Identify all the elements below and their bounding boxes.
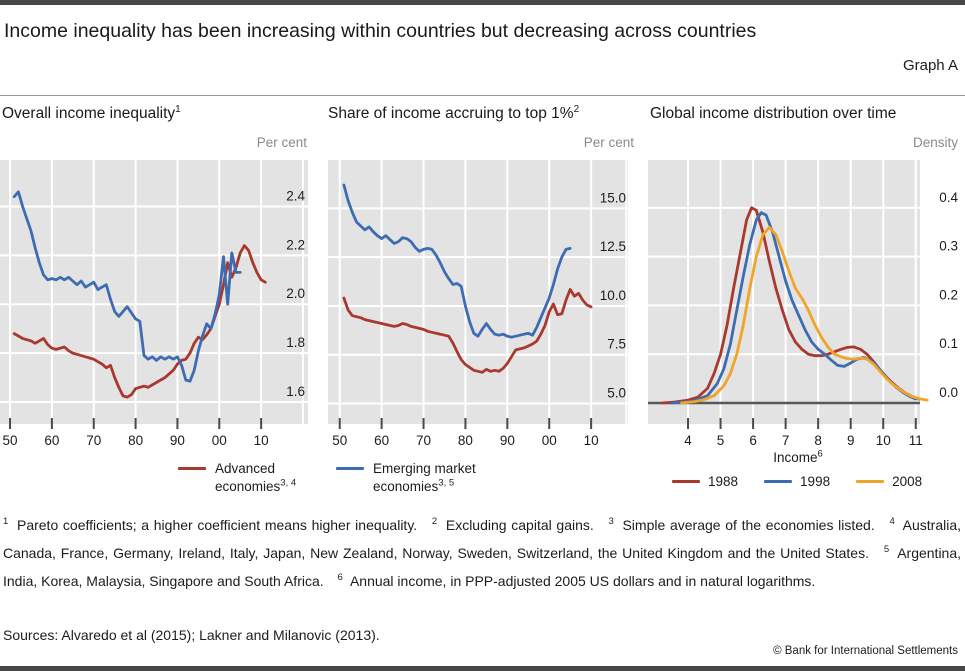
panel1-title-text: Overall income inequality <box>2 105 176 122</box>
svg-text:5: 5 <box>717 433 725 448</box>
svg-text:15.0: 15.0 <box>600 190 626 205</box>
legend-advanced-line1: Advanced <box>215 461 276 476</box>
legend-swatch-2008 <box>856 480 885 483</box>
legend-swatch-advanced <box>178 467 206 470</box>
panel2-title-text: Share of income accruing to top 1% <box>328 105 574 122</box>
svg-text:12.5: 12.5 <box>600 239 626 254</box>
legend-swatch-1988 <box>672 480 700 483</box>
svg-text:2.4: 2.4 <box>286 188 305 203</box>
svg-text:0.3: 0.3 <box>939 239 958 254</box>
series-advanced-economies <box>12 244 267 399</box>
panel3-title: Global income distribution over time <box>650 105 896 123</box>
panel3-title-text: Global income distribution over time <box>650 105 897 122</box>
svg-text:00: 00 <box>542 433 557 448</box>
svg-text:70: 70 <box>86 433 101 448</box>
svg-text:2.2: 2.2 <box>286 237 305 252</box>
legend-swatch-1998 <box>764 480 793 483</box>
legend-emerging-economies: Emerging market economies3, 5 <box>336 460 476 495</box>
series-emerging-market-economies <box>12 190 242 383</box>
legend-item-1988: 1988 <box>672 474 738 489</box>
legend-years: 1988 1998 2008 <box>672 474 922 489</box>
top-rule-bar <box>0 0 965 5</box>
svg-text:60: 60 <box>44 433 59 448</box>
svg-text:5.0: 5.0 <box>607 386 626 401</box>
legend-item-1998: 1998 <box>764 474 830 489</box>
svg-text:0.4: 0.4 <box>939 190 958 205</box>
svg-text:7.5: 7.5 <box>607 337 626 352</box>
panel2-unit-label: Per cent <box>583 135 634 150</box>
svg-text:2.0: 2.0 <box>286 286 305 301</box>
chart-top1-share: 50 60 70 80 90 00 10 5.0 7.5 10.0 12.5 15.0 <box>328 160 628 448</box>
svg-text:10: 10 <box>584 433 599 448</box>
income-axis-label-sup: 6 <box>817 448 823 460</box>
legend-emerging-line2: economies <box>373 478 439 494</box>
title-divider <box>0 95 965 96</box>
legend-swatch-emerging <box>336 467 364 470</box>
income-axis-label: Income6 <box>648 448 948 465</box>
svg-text:60: 60 <box>374 433 389 448</box>
legend-label-1988: 1988 <box>708 474 739 489</box>
svg-text:4: 4 <box>684 433 692 448</box>
svg-text:50: 50 <box>332 433 347 448</box>
svg-text:10: 10 <box>876 433 891 448</box>
series-emerging-market-economies <box>342 183 572 339</box>
svg-text:0.0: 0.0 <box>939 385 958 400</box>
panel1-unit-label: Per cent <box>256 135 307 150</box>
footnotes: 1 Pareto coefficients; a higher coeffici… <box>3 516 962 589</box>
legend-advanced-sup: 3, 4 <box>280 477 297 488</box>
svg-text:1.6: 1.6 <box>286 384 305 399</box>
series-2008 <box>680 225 929 405</box>
svg-text:1.8: 1.8 <box>286 335 305 350</box>
copyright-notice: © Bank for International Settlements <box>773 645 958 657</box>
legend-label-emerging: Emerging market economies3, 5 <box>373 460 476 495</box>
svg-text:6: 6 <box>749 433 757 448</box>
chart-global-income-distribution: 4 5 6 7 8 9 10 11 0.0 0.1 0.2 0.3 0.4 <box>648 160 958 448</box>
panel1-title-sup: 1 <box>175 103 181 115</box>
bottom-rule-bar <box>0 666 965 671</box>
graph-label: Graph A <box>902 57 958 74</box>
svg-text:70: 70 <box>416 433 431 448</box>
chart-overall-income-inequality: 50 60 70 80 90 00 10 1.6 1.8 2.0 2.2 2.4 <box>0 160 308 448</box>
svg-text:00: 00 <box>212 433 227 448</box>
svg-text:11: 11 <box>909 433 923 448</box>
svg-text:10.0: 10.0 <box>600 288 626 303</box>
svg-text:0.1: 0.1 <box>939 336 958 351</box>
svg-text:0.2: 0.2 <box>939 287 958 302</box>
income-axis-label-text: Income <box>773 450 818 465</box>
legend-label-1998: 1998 <box>800 474 831 489</box>
panel2-title-sup: 2 <box>573 103 580 115</box>
panel2-title: Share of income accruing to top 1%2 <box>328 103 580 123</box>
svg-text:10: 10 <box>254 433 269 448</box>
svg-text:90: 90 <box>170 433 185 448</box>
svg-text:80: 80 <box>128 433 143 448</box>
legend-emerging-sup: 3, 5 <box>438 477 455 488</box>
svg-text:7: 7 <box>782 433 790 448</box>
svg-text:9: 9 <box>847 433 855 448</box>
legend-label-advanced: Advanced economies3, 4 <box>215 460 296 495</box>
svg-text:90: 90 <box>500 433 515 448</box>
svg-text:8: 8 <box>814 433 822 448</box>
legend-advanced-economies: Advanced economies3, 4 <box>178 460 296 495</box>
legend-label-2008: 2008 <box>892 474 923 489</box>
sources-line: Sources: Alvaredo et al (2015); Lakner a… <box>3 627 380 643</box>
legend-emerging-line1: Emerging market <box>373 461 476 476</box>
legend-advanced-line2: economies <box>215 478 281 494</box>
legend-item-2008: 2008 <box>856 474 922 489</box>
svg-text:50: 50 <box>3 433 18 448</box>
page-title: Income inequality has been increasing wi… <box>4 20 757 42</box>
svg-text:80: 80 <box>458 433 473 448</box>
panel1-title: Overall income inequality1 <box>2 103 181 123</box>
panel3-unit-label: Density <box>912 135 958 150</box>
series-advanced-economies <box>342 288 593 374</box>
